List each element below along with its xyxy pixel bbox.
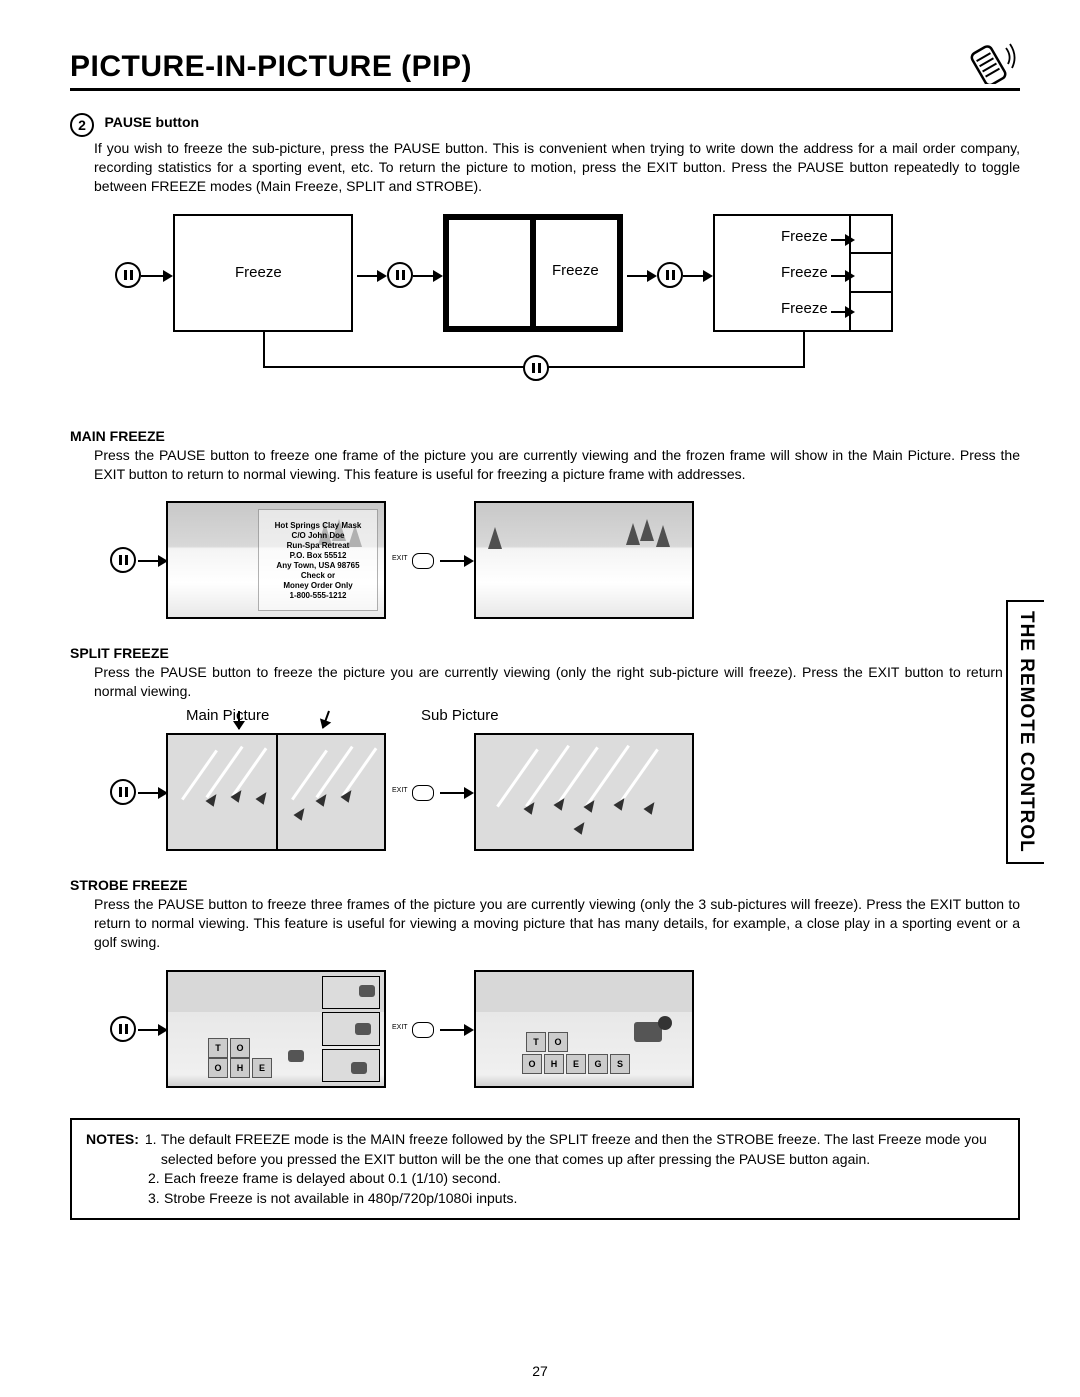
arrow-icon [138, 1024, 168, 1036]
addr-line: Money Order Only [263, 581, 373, 590]
loop-line [263, 332, 265, 368]
notes-lead: NOTES: [86, 1130, 145, 1169]
freeze-label: Freeze [235, 264, 282, 281]
after-frame [474, 501, 694, 619]
note-text: Strobe Freeze is not available in 480p/7… [164, 1189, 517, 1209]
freeze-label: Freeze [781, 300, 828, 317]
note-text: Each freeze frame is delayed about 0.1 (… [164, 1169, 501, 1189]
main-freeze-section: MAIN FREEZE Press the PAUSE button to fr… [70, 428, 1020, 628]
addr-line: Run-Spa Retreat [263, 541, 373, 550]
pause-icon [110, 1016, 136, 1042]
main-freeze-diagram: Hot Springs Clay Mask C/O John Doe Run-S… [110, 497, 1020, 627]
note-text: The default FREEZE mode is the MAIN free… [161, 1130, 1004, 1169]
strobe-freeze-section: STROBE FREEZE Press the PAUSE button to … [70, 877, 1020, 1096]
pause-icon [115, 262, 141, 288]
note-number: 3. [148, 1189, 164, 1209]
screen-main-freeze: Freeze [173, 214, 353, 332]
arrow-icon [831, 270, 855, 282]
strobe-freeze-body: Press the PAUSE button to freeze three f… [94, 895, 1020, 952]
note-number: 1. [145, 1130, 161, 1169]
after-frame: TO OHE GS [474, 970, 694, 1088]
arrow-icon [683, 270, 713, 282]
split-freeze-heading: SPLIT FREEZE [70, 645, 1020, 661]
down-arrow-icon [322, 711, 330, 729]
step-number: 2 [70, 113, 94, 137]
split-freeze-section: SPLIT FREEZE Press the PAUSE button to f… [70, 645, 1020, 859]
addr-line: Hot Springs Clay Mask [263, 521, 373, 530]
addr-line: Check or [263, 571, 373, 580]
sub-picture-label: Sub Picture [421, 707, 499, 724]
manual-page: PICTURE-IN-PICTURE (PIP) THE REMOTE CONT… [0, 0, 1080, 1397]
pause-body: If you wish to freeze the sub-picture, p… [94, 139, 1020, 196]
before-frame: Hot Springs Clay Mask C/O John Doe Run-S… [166, 501, 386, 619]
arrow-icon [138, 555, 168, 567]
arrow-icon [357, 270, 387, 282]
pause-icon [523, 355, 549, 381]
exit-label: EXIT [392, 555, 408, 562]
arrow-icon [141, 270, 173, 282]
freeze-label: Freeze [781, 264, 828, 281]
page-number: 27 [0, 1363, 1080, 1379]
arrow-icon [413, 270, 443, 282]
pause-heading: PAUSE button [104, 114, 199, 130]
after-frame [474, 733, 694, 851]
freeze-cycle-diagram: Freeze Freeze Freeze Freeze Freeze [115, 214, 975, 404]
pause-icon [657, 262, 683, 288]
arrow-icon [831, 306, 855, 318]
exit-label: EXIT [392, 1024, 408, 1031]
arrow-icon [138, 787, 168, 799]
arrow-icon [627, 270, 657, 282]
main-freeze-body: Press the PAUSE button to freeze one fra… [94, 446, 1020, 484]
exit-icon [412, 785, 434, 801]
arrow-icon [440, 787, 474, 799]
pause-icon [387, 262, 413, 288]
exit-label: EXIT [392, 787, 408, 794]
exit-icon [412, 1022, 434, 1038]
addr-line: C/O John Doe [263, 531, 373, 540]
freeze-label: Freeze [781, 228, 828, 245]
addr-line: P.O. Box 55512 [263, 551, 373, 560]
loop-line [803, 332, 805, 368]
strobe-thumbnails [322, 976, 380, 1082]
strobe-freeze-diagram: TO OHE EXIT [110, 966, 1020, 1096]
arrow-icon [831, 234, 855, 246]
main-picture-label: Main Picture [186, 707, 269, 724]
address-overlay: Hot Springs Clay Mask C/O John Doe Run-S… [258, 509, 378, 611]
pause-section: 2 PAUSE button If you wish to freeze the… [70, 113, 1020, 196]
before-frame [166, 733, 386, 851]
pause-icon [110, 547, 136, 573]
down-arrow-icon [238, 711, 240, 729]
freeze-label: Freeze [552, 262, 599, 279]
note-number: 2. [148, 1169, 164, 1189]
pause-icon [110, 779, 136, 805]
strobe-freeze-heading: STROBE FREEZE [70, 877, 1020, 893]
title-row: PICTURE-IN-PICTURE (PIP) [70, 40, 1020, 91]
main-freeze-heading: MAIN FREEZE [70, 428, 1020, 444]
remote-icon [962, 40, 1020, 84]
split-freeze-body: Press the PAUSE button to freeze the pic… [94, 663, 1020, 701]
addr-line: 1-800-555-1212 [263, 591, 373, 600]
exit-icon [412, 553, 434, 569]
screen-split-freeze: Freeze [443, 214, 623, 332]
notes-box: NOTES: 1. The default FREEZE mode is the… [70, 1118, 1020, 1220]
arrow-icon [440, 1024, 474, 1036]
split-freeze-diagram: Main Picture Sub Picture [110, 729, 1020, 859]
addr-line: Any Town, USA 98765 [263, 561, 373, 570]
before-frame: TO OHE [166, 970, 386, 1088]
page-title: PICTURE-IN-PICTURE (PIP) [70, 50, 472, 84]
arrow-icon [440, 555, 474, 567]
pause-heading-row: 2 PAUSE button [70, 113, 1020, 137]
